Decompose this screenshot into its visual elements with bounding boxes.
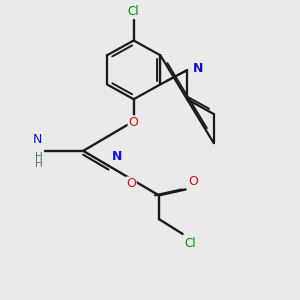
Text: H: H <box>35 159 43 169</box>
Text: Cl: Cl <box>128 5 140 18</box>
Text: O: O <box>128 116 138 129</box>
Text: N: N <box>33 134 42 146</box>
Text: N: N <box>111 150 122 163</box>
Text: H: H <box>35 152 43 162</box>
Text: O: O <box>188 175 198 188</box>
Text: Cl: Cl <box>184 237 196 250</box>
Text: O: O <box>126 177 136 190</box>
Text: N: N <box>193 62 203 75</box>
